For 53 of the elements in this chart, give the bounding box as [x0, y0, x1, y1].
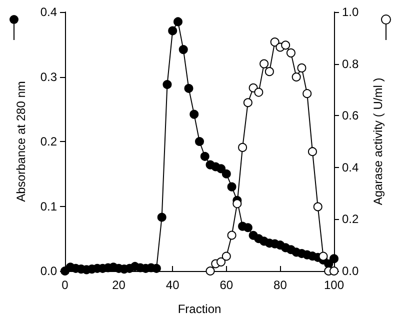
point	[281, 40, 290, 50]
x-tick-label: 60	[220, 278, 234, 292]
x-tick-label: 40	[166, 278, 180, 292]
point	[238, 142, 248, 152]
y2-axis-title: Agarase activity ( U/ml )	[371, 78, 385, 206]
y-tick-label: 0.3	[40, 70, 58, 84]
point	[227, 182, 236, 192]
point	[206, 266, 215, 276]
point	[195, 137, 204, 146]
point	[302, 89, 312, 98]
y-tick-label: 0.4	[40, 5, 58, 19]
point	[292, 72, 301, 82]
point	[318, 252, 328, 261]
point	[286, 48, 296, 58]
point	[168, 26, 178, 36]
point	[297, 63, 306, 72]
point	[216, 257, 226, 266]
point	[243, 98, 252, 108]
point	[178, 45, 188, 54]
point	[308, 147, 317, 156]
point	[190, 110, 199, 119]
x-tick-label: 100	[324, 278, 344, 292]
point	[216, 164, 226, 174]
point	[330, 254, 338, 264]
point	[173, 17, 182, 26]
x-tick-label: 20	[112, 278, 126, 292]
point	[222, 169, 231, 178]
point	[313, 202, 322, 212]
x-tick-label: 0	[62, 278, 69, 292]
y2-tick-label: 0.0	[342, 264, 360, 278]
x-tick-label: 80	[274, 278, 288, 292]
point	[264, 67, 274, 76]
point	[184, 84, 194, 93]
y-axis-title: Absorbance at 280 nm	[14, 81, 28, 202]
y-tick-label: 0.1	[40, 199, 58, 214]
y-tick-label: 0.0	[40, 264, 58, 278]
y2-tick-label: 1.0	[342, 5, 360, 19]
point	[157, 212, 166, 222]
point	[270, 38, 280, 47]
point	[200, 152, 210, 161]
y2-tick-label: 0.6	[342, 108, 360, 123]
point	[243, 223, 252, 232]
point	[254, 88, 264, 97]
y2-tick-label: 0.2	[342, 212, 360, 226]
point	[260, 59, 269, 68]
y2-tick-label: 0.4	[342, 160, 360, 174]
y-tick-label: 0.2	[40, 134, 58, 148]
point	[222, 252, 231, 261]
point	[232, 199, 242, 208]
y2-tick-label: 0.8	[342, 56, 360, 71]
point	[162, 80, 172, 90]
x-axis-title: Fraction	[178, 302, 222, 316]
point	[227, 230, 236, 240]
